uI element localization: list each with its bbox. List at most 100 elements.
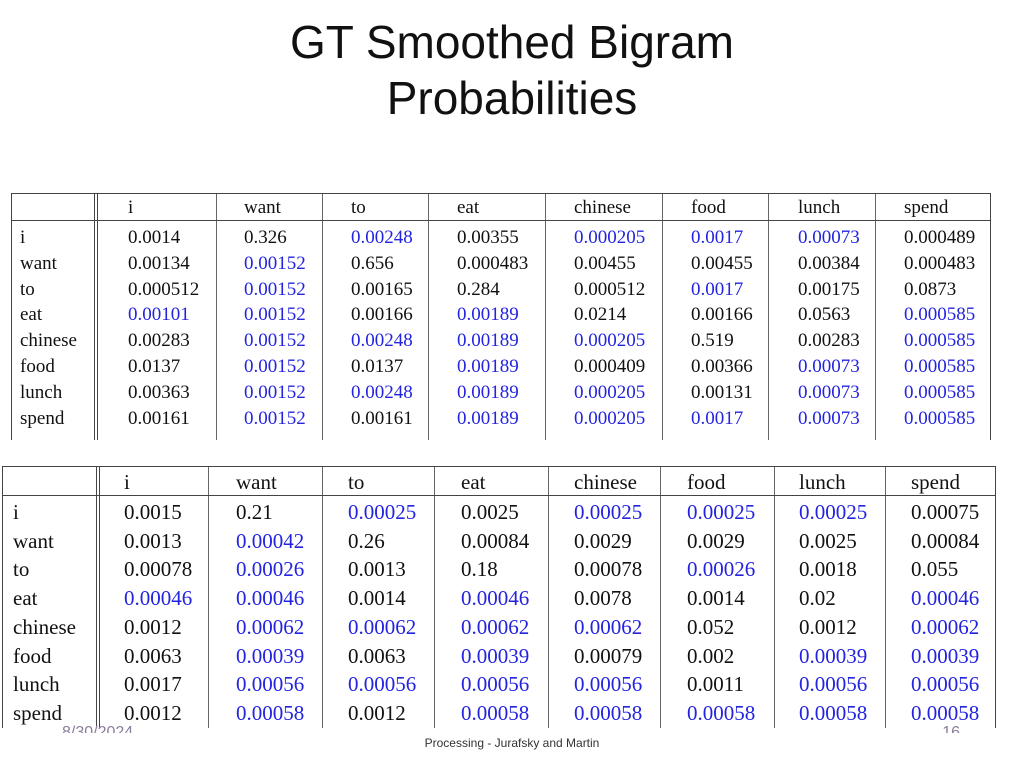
- table-cell: 0.0563: [798, 304, 851, 326]
- table-cell: 0.0014: [687, 586, 745, 611]
- table-cell: 0.0025: [799, 528, 857, 553]
- table-cell: 0.00039: [799, 643, 868, 668]
- column-divider-double: [94, 221, 98, 440]
- column-divider: [662, 221, 663, 440]
- table-cell: 0.00025: [799, 500, 868, 524]
- table-header-row: i want to eat chinese food lunch spend: [11, 193, 991, 221]
- table-cell: 0.00056: [574, 672, 643, 697]
- slide-title: GT Smoothed Bigram Probabilities: [0, 14, 1024, 126]
- probability-table-lower: i want to eat chinese food lunch spend i 0.0015 0…: [2, 466, 996, 728]
- table-cell: 0.00056: [799, 672, 868, 697]
- table-cell: 0.0015: [124, 500, 182, 524]
- table-cell: 0.000585: [904, 407, 976, 429]
- table-cell: 0.00161: [351, 407, 413, 429]
- column-divider: [216, 194, 217, 220]
- column-divider: [875, 194, 876, 220]
- table-cell: 0.00161: [128, 407, 190, 429]
- table-cell: 0.0014: [348, 586, 406, 611]
- table-cell: 0.000483: [904, 252, 976, 274]
- column-divider: [434, 467, 435, 495]
- table-cell: 0.00152: [244, 278, 306, 300]
- table-cell: 0.02: [799, 586, 836, 611]
- table-cell: 0.0137: [351, 356, 404, 377]
- table-cell: 0.000512: [128, 278, 200, 300]
- table-cell: 0.00073: [798, 356, 860, 377]
- column-divider: [322, 194, 323, 220]
- row-label: lunch: [20, 381, 63, 403]
- table-cell: 0.00062: [236, 614, 305, 639]
- table-cell: 0.0012: [348, 700, 406, 725]
- table-cell: 0.0063: [124, 643, 182, 668]
- row-label: to: [13, 557, 30, 582]
- table-cell: 0.00056: [911, 672, 980, 697]
- footer-text: Processing - Jurafsky and Martin: [424, 736, 600, 750]
- table-cell: 0.0011: [687, 672, 744, 697]
- table-cell: 0.0029: [574, 528, 632, 553]
- table-cell: 0.00189: [457, 381, 519, 403]
- table-cell: 0.284: [457, 278, 500, 300]
- column-divider: [875, 221, 876, 440]
- table-cell: 0.0078: [574, 586, 632, 611]
- table-cell: 0.00026: [687, 557, 756, 582]
- table-cell: 0.00152: [244, 381, 306, 403]
- table-cell: 0.00355: [457, 227, 519, 248]
- table-cell: 0.00131: [691, 381, 753, 403]
- table-body: i 0.0014 0.326 0.00248 0.00355 0.000205 0.0017…: [11, 221, 991, 440]
- table-cell: 0.000585: [904, 356, 976, 377]
- table-cell: 0.0017: [691, 278, 744, 300]
- row-label: spend: [13, 700, 62, 725]
- table-cell: 0.00058: [461, 700, 530, 725]
- column-divider: [660, 496, 661, 728]
- table-cell: 0.00056: [461, 672, 530, 697]
- column-divider: [216, 221, 217, 440]
- row-label: eat: [20, 304, 43, 326]
- table-cell: 0.00056: [348, 672, 417, 697]
- table-cell: 0.00062: [461, 614, 530, 639]
- table-cell: 0.000489: [904, 227, 976, 248]
- column-divider: [545, 194, 546, 220]
- column-divider: [208, 496, 209, 728]
- table-cell: 0.00366: [691, 356, 753, 377]
- table-cell: 0.00152: [244, 407, 306, 429]
- row-label: food: [20, 356, 55, 377]
- column-divider: [428, 194, 429, 220]
- column-header: chinese: [574, 470, 637, 494]
- table-cell: 0.00058: [687, 700, 756, 725]
- table-cell: 0.00046: [911, 586, 980, 611]
- table-cell: 0.00025: [687, 500, 756, 524]
- table-cell: 0.00073: [798, 407, 860, 429]
- column-header: to: [348, 470, 365, 494]
- column-header: food: [687, 470, 726, 494]
- table-cell: 0.00134: [128, 252, 190, 274]
- column-divider: [774, 496, 775, 728]
- table-cell: 0.00084: [911, 528, 980, 553]
- table-cell: 0.00455: [574, 252, 636, 274]
- row-label: lunch: [13, 672, 60, 697]
- column-divider-double: [94, 194, 98, 220]
- table-cell: 0.519: [691, 330, 734, 352]
- table-cell: 0.00079: [574, 643, 643, 668]
- table-cell: 0.00078: [574, 557, 643, 582]
- column-header: spend: [904, 197, 949, 218]
- table-cell: 0.000483: [457, 252, 529, 274]
- table-cell: 0.00175: [798, 278, 860, 300]
- column-divider: [768, 194, 769, 220]
- table-cell: 0.00062: [348, 614, 417, 639]
- table-cell: 0.00101: [128, 304, 190, 326]
- table-cell: 0.21: [236, 500, 273, 524]
- table-cell: 0.00042: [236, 528, 305, 553]
- row-label: food: [13, 643, 52, 668]
- table-cell: 0.00078: [124, 557, 193, 582]
- column-divider: [548, 467, 549, 495]
- table-cell: 0.00058: [574, 700, 643, 725]
- table-cell: 0.00046: [461, 586, 530, 611]
- column-divider: [768, 221, 769, 440]
- table-cell: 0.00084: [461, 528, 530, 553]
- table-cell: 0.00189: [457, 330, 519, 352]
- column-header: want: [244, 197, 281, 218]
- column-divider: [774, 467, 775, 495]
- table-cell: 0.0012: [124, 614, 182, 639]
- table-cell: 0.00189: [457, 356, 519, 377]
- table-cell: 0.00165: [351, 278, 413, 300]
- table-cell: 0.00073: [798, 227, 860, 248]
